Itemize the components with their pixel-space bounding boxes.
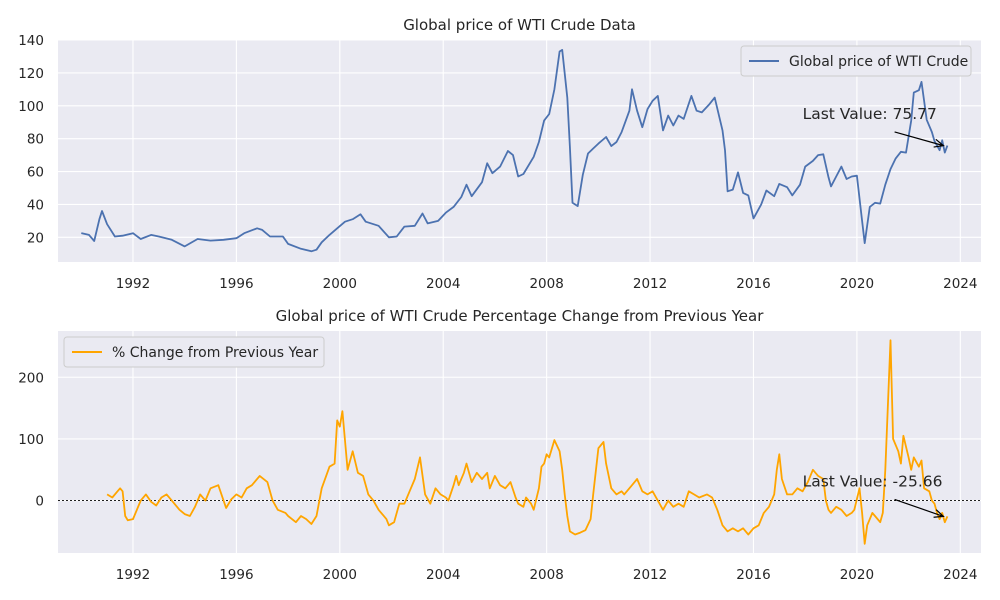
bottom-plot-area — [58, 331, 981, 553]
top-x-tick-label: 2020 — [840, 276, 874, 292]
bottom-legend-box — [63, 336, 325, 368]
bottom-x-tick-label: 1996 — [219, 567, 253, 583]
top-y-tick-label: 80 — [27, 132, 44, 148]
top-legend-box — [740, 45, 972, 77]
top-plot-area — [58, 40, 981, 262]
top-series-line — [81, 49, 949, 253]
bottom-annotation-arrowhead — [933, 509, 945, 518]
top-y-tick-label: 100 — [18, 99, 44, 115]
bottom-x-tick-label: 2012 — [633, 567, 667, 583]
top-annotation-arrowhead — [933, 138, 945, 148]
top-chart-title: Global price of WTI Crude Data — [403, 16, 636, 34]
bottom-series-line — [106, 339, 949, 545]
bottom-chart-title: Global price of WTI Crude Percentage Cha… — [276, 307, 765, 325]
top-x-tick-label: 2000 — [323, 276, 357, 292]
top-chart-panel: 1992 1996 2000 2004 2008 2012 2016 2020 2024 20 40… — [18, 16, 981, 292]
bottom-chart-panel: 1992 1996 2000 2004 2008 2012 2016 2020 2024 0 100… — [18, 307, 981, 583]
bottom-y-tick-label: 0 — [35, 494, 44, 510]
top-x-tick-label: 2016 — [736, 276, 770, 292]
top-y-tick-label: 140 — [18, 33, 44, 49]
bottom-x-tick-label: 2004 — [426, 567, 460, 583]
bottom-x-tick-label: 2020 — [840, 567, 874, 583]
bottom-annotation-arrow — [894, 498, 944, 517]
top-annotation-arrow — [894, 131, 944, 147]
bottom-x-tick-label: 2016 — [736, 567, 770, 583]
bottom-legend-label: % Change from Previous Year — [112, 345, 318, 361]
top-x-tick-label: 2012 — [633, 276, 667, 292]
bottom-x-tick-label: 1992 — [116, 567, 150, 583]
bottom-x-tick-label: 2008 — [529, 567, 563, 583]
top-y-tick-label: 60 — [27, 165, 44, 181]
top-annotation-text: Last Value: 75.77 — [803, 105, 937, 123]
bottom-x-tick-label: 2000 — [323, 567, 357, 583]
top-x-tick-label: 1996 — [219, 276, 253, 292]
top-x-tick-label: 2008 — [529, 276, 563, 292]
bottom-x-tick-label: 2024 — [943, 567, 977, 583]
top-x-tick-label: 1992 — [116, 276, 150, 292]
bottom-annotation-text: Last Value: -25.66 — [803, 472, 943, 490]
top-x-tick-label: 2004 — [426, 276, 460, 292]
top-y-tick-label: 40 — [27, 197, 44, 213]
top-x-tick-label: 2024 — [943, 276, 977, 292]
bottom-y-tick-label: 200 — [18, 370, 44, 386]
top-y-tick-label: 20 — [27, 230, 44, 246]
bottom-y-tick-label: 100 — [18, 432, 44, 448]
top-legend-label: Global price of WTI Crude — [789, 54, 968, 70]
top-y-tick-label: 120 — [18, 66, 44, 82]
